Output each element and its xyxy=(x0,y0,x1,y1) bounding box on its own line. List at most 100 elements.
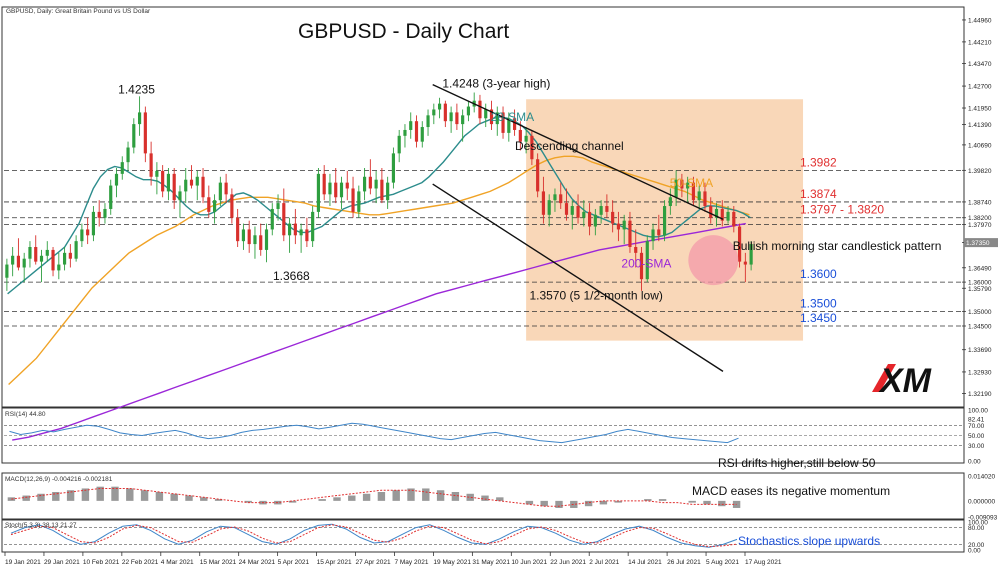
level-label: 1.3500 xyxy=(800,296,837,310)
channel-upper-line xyxy=(432,83,724,220)
rsi-tick-label: 0.00 xyxy=(968,459,981,466)
level-label: 1.3450 xyxy=(800,311,837,325)
price-axis: 1.44960 1.44210 1.43470 1.42700 1.41950 1.413… xyxy=(962,17,998,398)
x-tick-label: 17 Aug 2021 xyxy=(745,559,782,566)
macd-caption: MACD eases its negative momentum xyxy=(692,484,890,498)
candle-body xyxy=(62,252,67,265)
annotation-label: 20-SMA xyxy=(491,110,534,124)
candle-body xyxy=(478,100,482,119)
candle-body xyxy=(455,112,459,125)
candle-body xyxy=(507,118,511,133)
level-label: 1.3600 xyxy=(800,267,837,281)
candle-body xyxy=(651,229,655,242)
y-tick-label: 1.40690 xyxy=(968,142,992,149)
main-panel-frame xyxy=(1,6,965,408)
candle-body xyxy=(639,252,644,280)
candle-body xyxy=(293,223,297,236)
candle-body xyxy=(282,203,286,236)
candle-body xyxy=(218,182,222,201)
x-tick-label: 29 Jan 2021 xyxy=(44,559,80,566)
candle-body xyxy=(28,247,32,259)
stoch-tick-label: 80.00 xyxy=(968,525,985,532)
channel-lines-layer xyxy=(432,83,724,372)
rsi-tick-label: 30.00 xyxy=(968,443,985,450)
highlight-layer xyxy=(688,235,739,286)
candle-body xyxy=(247,229,251,245)
candle-body xyxy=(587,211,592,227)
x-tick-label: 19 May 2021 xyxy=(433,559,471,566)
candle-body xyxy=(495,112,499,125)
rsi-tick-label: 70.00 xyxy=(968,423,985,430)
candle-body xyxy=(149,153,153,177)
candle-body xyxy=(334,182,338,198)
candle-body xyxy=(368,176,372,189)
candle-body xyxy=(305,229,309,242)
candle-body xyxy=(634,247,638,253)
candle-body xyxy=(155,170,159,177)
rsi-tick-label: 82.41 xyxy=(968,416,985,423)
y-tick-label: 1.43470 xyxy=(968,61,992,68)
stoch-label: Stoch(5,3,3) 38.13 21.27 xyxy=(5,522,77,529)
candles-layer xyxy=(5,92,753,291)
candle-body xyxy=(259,235,263,250)
candle-body xyxy=(524,135,528,142)
x-tick-label: 10 Feb 2021 xyxy=(83,559,120,566)
candle-body xyxy=(362,176,367,192)
rsi-line xyxy=(9,422,739,444)
candle-body xyxy=(16,255,21,268)
candle-body xyxy=(645,241,649,280)
x-tick-label: 5 Apr 2021 xyxy=(278,559,310,566)
candle-body xyxy=(120,162,124,174)
x-tick-label: 26 Jul 2021 xyxy=(667,559,701,566)
annotation-label: 1.3668 xyxy=(273,269,310,283)
candle-body xyxy=(686,182,690,189)
candle-body xyxy=(397,135,401,154)
y-tick-label: 1.38740 xyxy=(968,199,992,206)
candle-body xyxy=(564,203,569,215)
candle-body xyxy=(414,121,419,142)
xm-logo-text: XM xyxy=(878,362,932,400)
candle-body xyxy=(287,223,292,236)
stoch-caption: Stochastics slope upwards xyxy=(738,534,880,548)
candle-body xyxy=(207,197,211,212)
current-price-box xyxy=(964,238,998,248)
candle-body xyxy=(74,241,78,259)
annotation-label: 1.4235 xyxy=(118,82,155,96)
y-tick-label: 1.33690 xyxy=(968,347,992,354)
candle-body xyxy=(195,176,199,186)
candle-body xyxy=(132,124,136,148)
y-tick-label: 1.32190 xyxy=(968,391,992,398)
annotation-label: 1.3570 (5 1/2-month low) xyxy=(529,289,662,303)
candle-body xyxy=(386,182,390,201)
candle-body xyxy=(541,191,546,215)
macd-tick-label: -0.009093 xyxy=(968,515,998,522)
candle-body xyxy=(732,211,736,227)
candle-body xyxy=(126,147,130,163)
channel-lower-line xyxy=(432,183,724,372)
x-tick-label: 15 Mar 2021 xyxy=(200,559,237,566)
annotations-layer: 1.4235 1.4248 (3-year high) 20-SMA Descendi… xyxy=(118,77,941,303)
x-tick-label: 31 May 2021 xyxy=(472,559,510,566)
level-label: 1.3982 xyxy=(800,155,837,169)
candle-body xyxy=(253,235,257,245)
y-tick-label: 1.38200 xyxy=(968,215,992,222)
x-tick-label: 27 Apr 2021 xyxy=(356,559,391,566)
candle-body xyxy=(432,109,436,116)
y-tick-label: 1.37970 xyxy=(968,222,992,229)
candle-body xyxy=(501,112,505,133)
rsi-label: RSI(14) 44.80 xyxy=(5,411,46,418)
x-tick-label: 14 Jul 2021 xyxy=(628,559,662,566)
stoch-panel-frame xyxy=(1,519,965,553)
candle-body xyxy=(570,206,574,215)
symbol-info: GBPUSD, Daily: Great Britain Pound vs US… xyxy=(6,8,151,15)
x-tick-label: 15 Apr 2021 xyxy=(317,559,352,566)
candle-body xyxy=(5,264,9,278)
stoch-main-line xyxy=(10,523,738,548)
rsi-tick-label: 50.00 xyxy=(968,433,985,440)
current-price-label: 1.37350 xyxy=(966,240,990,247)
candle-body xyxy=(484,109,488,119)
candle-body xyxy=(91,211,96,236)
candle-body xyxy=(80,229,84,242)
